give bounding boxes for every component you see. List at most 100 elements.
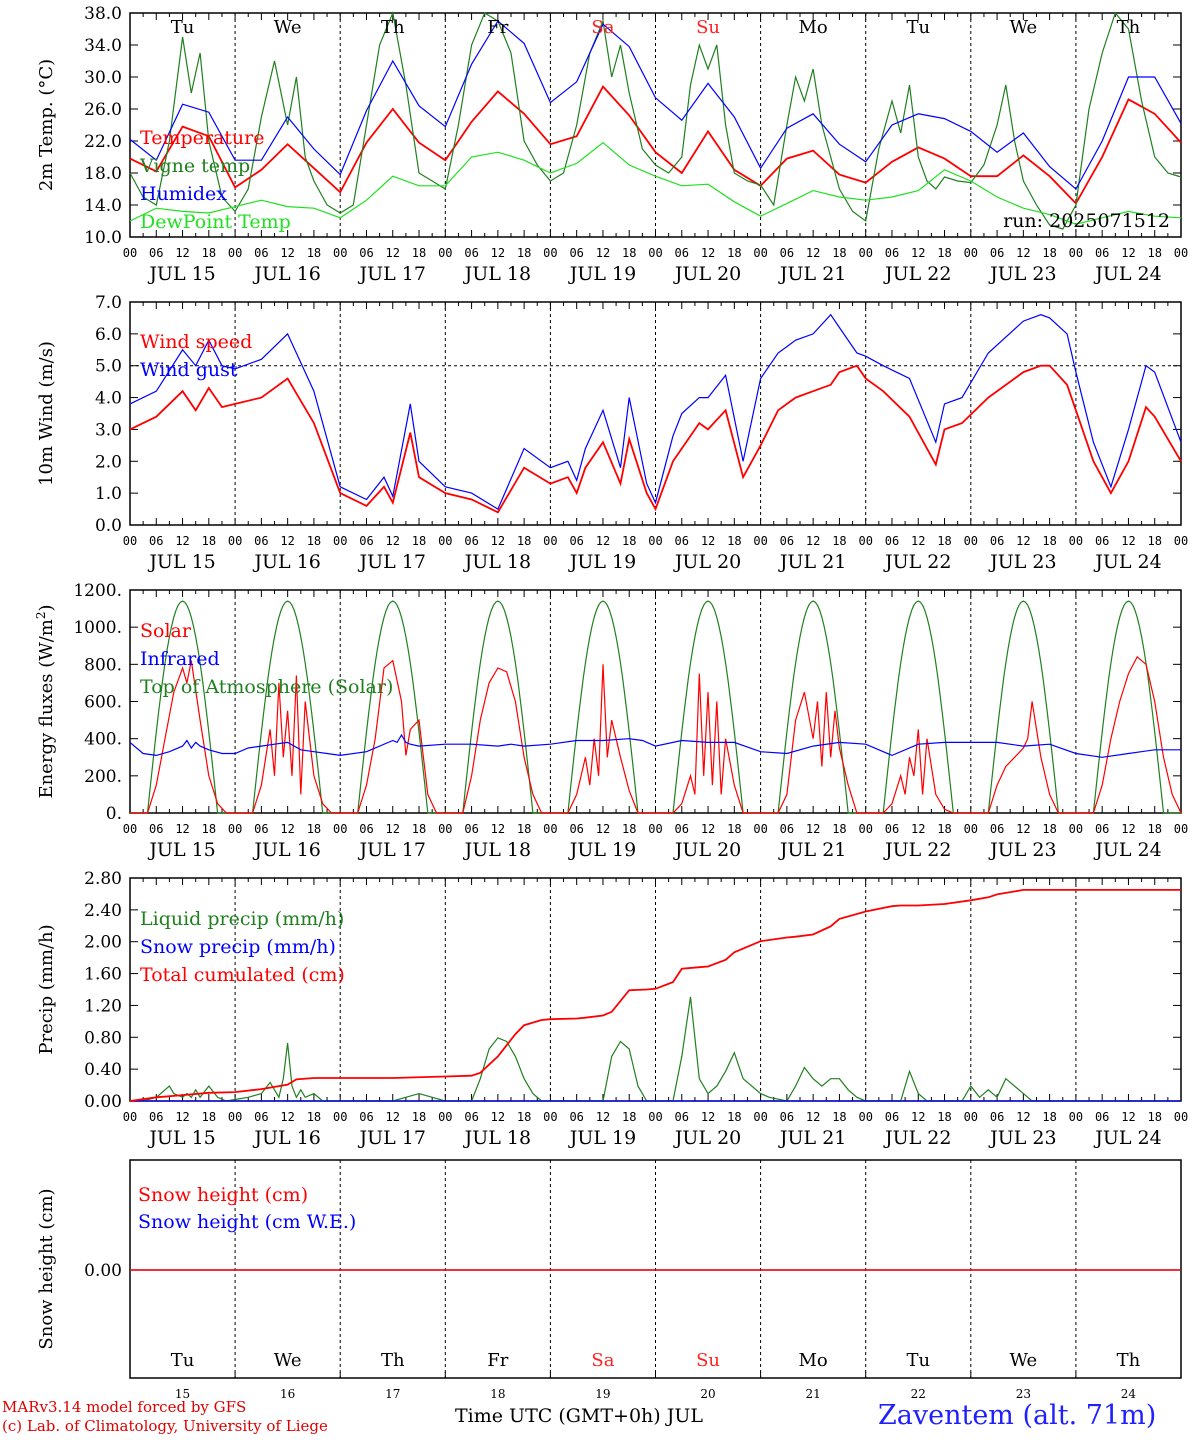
hour-tick-label: 18: [307, 822, 321, 836]
hour-tick-label: 06: [359, 534, 373, 548]
hour-tick-label: 18: [832, 534, 846, 548]
hour-tick-label: 18: [412, 822, 426, 836]
legend-entry: Wind speed: [140, 331, 252, 353]
hour-tick-label: 00: [964, 1110, 978, 1124]
hour-tick-label: 00: [333, 534, 347, 548]
weekday-label: Th: [381, 1350, 405, 1371]
weekday-label: Tu: [171, 1350, 195, 1371]
hour-tick-label: 06: [254, 822, 268, 836]
y-tick-label: 0.00: [84, 1261, 122, 1281]
hour-tick-label: 18: [517, 822, 531, 836]
hour-tick-label: 12: [386, 1110, 400, 1124]
hour-tick-label: 00: [648, 534, 662, 548]
legend-entry: Liquid precip (mm/h): [140, 908, 344, 930]
y-tick-label: 14.0: [84, 196, 122, 216]
date-label: JUL 16: [252, 1127, 320, 1149]
hour-tick-label: 00: [648, 246, 662, 260]
hour-tick-label: 18: [1042, 246, 1056, 260]
hour-tick-label: 12: [280, 534, 294, 548]
hour-tick-label: 18: [832, 246, 846, 260]
date-label: JUL 23: [988, 839, 1056, 861]
hour-tick-label: 00: [543, 822, 557, 836]
weekday-label: Tu: [906, 17, 930, 38]
date-label: JUL 24: [1093, 1127, 1161, 1149]
date-label: JUL 17: [358, 551, 426, 573]
hour-tick-label: 06: [1095, 1110, 1109, 1124]
legend-entry: Humidex: [140, 183, 227, 205]
hour-tick-label: 06: [254, 1110, 268, 1124]
hour-tick-label: 18: [517, 1110, 531, 1124]
legend-entry: Vigne temp: [139, 155, 250, 177]
hour-tick-label: 12: [911, 822, 925, 836]
credit-line: (c) Lab. of Climatology, University of L…: [2, 1417, 328, 1435]
date-label: JUL 17: [358, 1127, 426, 1149]
hour-tick-label: 00: [438, 822, 452, 836]
hour-tick-label: 00: [753, 1110, 767, 1124]
hour-tick-label: 00: [964, 822, 978, 836]
weekday-label: Sa: [591, 1350, 614, 1371]
date-label: JUL 21: [778, 839, 846, 861]
hour-tick-label: 06: [780, 822, 794, 836]
date-label: JUL 20: [673, 551, 741, 573]
y-tick-label: 3.0: [95, 420, 122, 440]
y-tick-label: 600.: [84, 693, 122, 713]
date-label: JUL 23: [988, 551, 1056, 573]
y-tick-label: 400.: [84, 730, 122, 750]
hour-tick-label: 06: [780, 534, 794, 548]
y-axis-label: 2m Temp. (°C): [36, 59, 57, 191]
hour-tick-label: 12: [596, 534, 610, 548]
hour-tick-label: 12: [596, 1110, 610, 1124]
y-tick-label: 1.60: [84, 965, 122, 985]
hour-tick-label: 12: [386, 246, 400, 260]
hour-tick-label: 06: [1095, 534, 1109, 548]
hour-tick-label: 12: [280, 822, 294, 836]
y-tick-label: 0.80: [84, 1028, 122, 1048]
hour-tick-label: 06: [464, 246, 478, 260]
hour-tick-label: 00: [1174, 534, 1188, 548]
model-line: MARv3.14 model forced by GFS: [2, 1398, 247, 1416]
y-tick-label: 200.: [84, 767, 122, 787]
date-label: JUL 21: [778, 1127, 846, 1149]
series-line-liquid-precip-mm-h-: [130, 996, 1181, 1102]
weekday-label: Mo: [799, 17, 828, 38]
y-tick-label: 2.40: [84, 901, 122, 921]
date-label: JUL 18: [463, 263, 531, 285]
hour-tick-label: 06: [990, 534, 1004, 548]
hour-tick-label: 18: [1042, 822, 1056, 836]
hour-tick-label: 00: [1069, 534, 1083, 548]
hour-tick-label: 00: [228, 1110, 242, 1124]
hour-tick-label: 00: [228, 822, 242, 836]
weekday-label: Mo: [799, 1350, 828, 1371]
hour-tick-label: 18: [1147, 1110, 1161, 1124]
date-label: JUL 15: [147, 839, 215, 861]
hour-tick-label: 00: [333, 1110, 347, 1124]
hour-tick-label: 12: [491, 246, 505, 260]
hour-tick-label: 06: [569, 534, 583, 548]
hour-tick-label: 12: [175, 1110, 189, 1124]
hour-tick-label: 18: [1147, 534, 1161, 548]
hour-tick-label: 12: [175, 534, 189, 548]
date-label: JUL 17: [358, 263, 426, 285]
hour-tick-label: 00: [543, 246, 557, 260]
hour-tick-label: 18: [622, 822, 636, 836]
legend-entry: Infrared: [140, 648, 220, 670]
y-tick-label: 6.0: [95, 325, 122, 345]
hour-tick-label: 12: [280, 246, 294, 260]
hour-tick-label: 06: [675, 1110, 689, 1124]
hour-tick-label: 06: [780, 1110, 794, 1124]
date-label: JUL 16: [252, 839, 320, 861]
date-label: JUL 22: [883, 839, 951, 861]
y-tick-label: 0.00: [84, 1092, 122, 1112]
hour-tick-label: 12: [1016, 246, 1030, 260]
hour-tick-label: 06: [885, 534, 899, 548]
series-line-wind-gust: [129, 313, 1182, 510]
hour-tick-label: 12: [596, 822, 610, 836]
hour-tick-label: 00: [753, 822, 767, 836]
hour-tick-label: 06: [1095, 246, 1109, 260]
hour-tick-label: 00: [438, 1110, 452, 1124]
hour-tick-label: 12: [491, 822, 505, 836]
hour-tick-label: 06: [675, 246, 689, 260]
hour-tick-label: 00: [228, 534, 242, 548]
series-line-dewpoint-temp: [129, 141, 1182, 225]
hour-tick-label: 06: [149, 1110, 163, 1124]
